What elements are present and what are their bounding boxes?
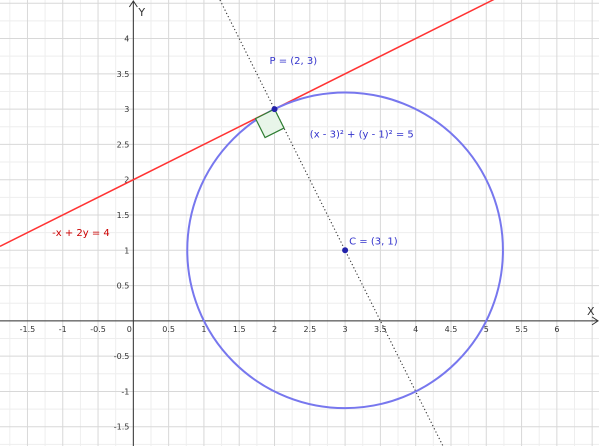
x-tick-label: 4.5 bbox=[445, 325, 458, 334]
tangent-line-equation-label: -x + 2y = 4 bbox=[52, 228, 110, 239]
y-axis-label: Y bbox=[137, 6, 145, 19]
x-axis-label: X bbox=[587, 305, 595, 318]
y-tick-label: 3 bbox=[124, 105, 129, 114]
x-tick-label: 5.5 bbox=[515, 325, 528, 334]
circle-equation-label: (x - 3)² + (y - 1)² = 5 bbox=[310, 129, 414, 140]
y-tick-label: 2 bbox=[124, 176, 129, 185]
x-tick-labels: -1.5 -1 -0.5 0 0.5 1 1.5 2 2.5 3 3.5 4 4.5 5 5.5 6 bbox=[20, 325, 560, 334]
x-tick-label: 5 bbox=[484, 325, 489, 334]
x-tick-label: 1 bbox=[201, 325, 206, 334]
x-tick-label: -0.5 bbox=[90, 325, 106, 334]
x-tick-label: -1 bbox=[59, 325, 67, 334]
x-axis-arrow-icon bbox=[591, 316, 599, 326]
x-tick-label: -1.5 bbox=[20, 325, 36, 334]
y-tick-label: -1 bbox=[121, 387, 129, 396]
x-tick-label: 3 bbox=[343, 325, 348, 334]
y-tick-label: 3.5 bbox=[117, 70, 130, 79]
x-tick-label: 3.5 bbox=[374, 325, 387, 334]
circle-shape[interactable] bbox=[186, 91, 504, 410]
y-tick-label: 0.5 bbox=[117, 282, 130, 291]
point-p-label: P = (2, 3) bbox=[270, 56, 318, 67]
x-tick-label: 2 bbox=[272, 325, 277, 334]
y-tick-label: 2.5 bbox=[117, 140, 130, 149]
x-tick-label: 2.5 bbox=[303, 325, 316, 334]
y-axis-arrow-icon bbox=[128, 0, 138, 8]
x-tick-label: 0 bbox=[127, 325, 132, 334]
y-tick-label: 1 bbox=[124, 246, 129, 255]
point-c-label: C = (3, 1) bbox=[349, 236, 398, 247]
right-angle-marker bbox=[254, 108, 285, 139]
tangent-line[interactable] bbox=[0, 0, 599, 248]
point-c[interactable] bbox=[342, 247, 349, 254]
x-tick-label: 1.5 bbox=[233, 325, 246, 334]
y-tick-label: 4 bbox=[124, 35, 129, 44]
x-tick-label: 6 bbox=[554, 325, 559, 334]
point-p[interactable] bbox=[271, 106, 278, 113]
x-tick-label: 0.5 bbox=[162, 325, 175, 334]
y-tick-labels: -1.5 -1 -0.5 0.5 1 1.5 2 2.5 3 3.5 4 bbox=[114, 35, 130, 432]
x-tick-label: 4 bbox=[413, 325, 418, 334]
normal-line[interactable] bbox=[219, 0, 444, 446]
y-tick-label: -0.5 bbox=[114, 352, 130, 361]
y-tick-label: 1.5 bbox=[117, 211, 130, 220]
y-tick-label: -1.5 bbox=[114, 423, 130, 432]
